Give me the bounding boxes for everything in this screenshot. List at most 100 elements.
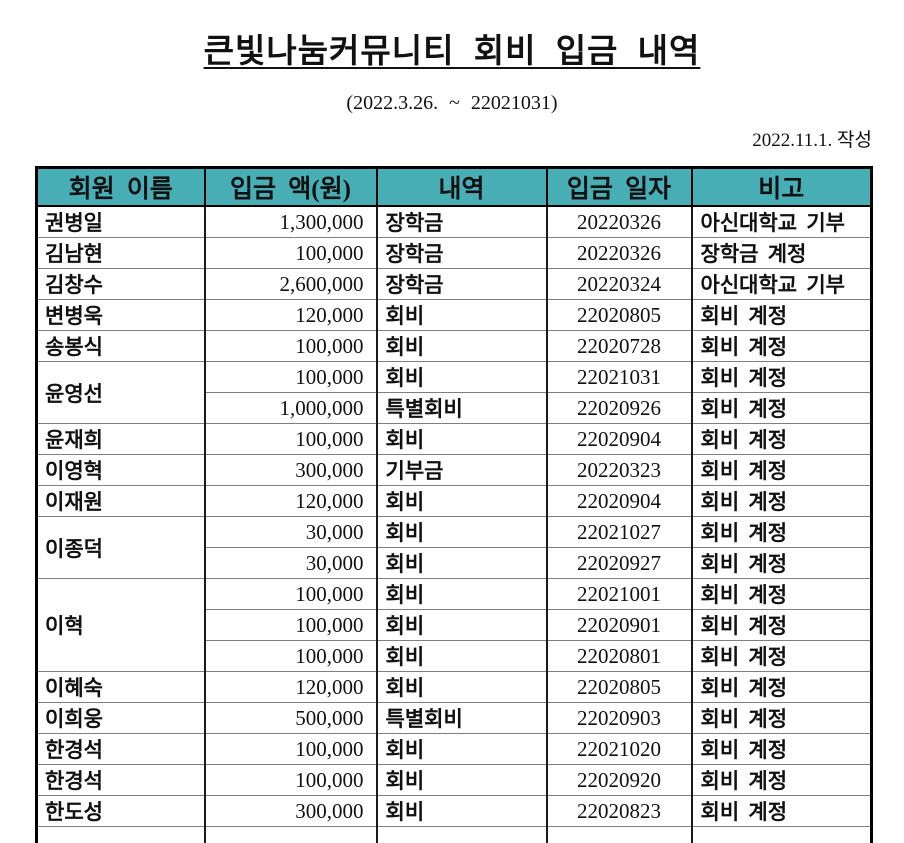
date-cell: 22020805: [545, 671, 693, 703]
document-page: 큰빛나눔커뮤니티 회비 입금 내역 (2022.3.26. ~ 22021031…: [0, 24, 904, 843]
note-cell: 아신대학교 기부: [690, 205, 873, 238]
note-cell: 회비 계정: [690, 764, 873, 796]
table-row: 이재원 120,000 회비 22020904 회비 계정: [35, 485, 873, 517]
table-row: 변병욱 120,000 회비 22020805 회비 계정: [35, 299, 873, 331]
table-row: 이혁 100,000 회비 22021001 회비 계정: [35, 578, 873, 672]
detail-cell: 회비: [375, 640, 548, 672]
note-cell: 회비 계정: [690, 423, 873, 455]
member-name-cell: 윤재희: [35, 423, 206, 455]
table-row: 이영혁 300,000 기부금 20220323 회비 계정: [35, 454, 873, 486]
created-date-note: 2022.11.1. 작성: [752, 130, 872, 151]
detail-cell: 회비: [375, 485, 548, 517]
empty-cell: [35, 826, 206, 843]
detail-cell: 장학금: [375, 268, 548, 300]
detail-cell: 회비: [375, 609, 548, 641]
detail-cell: 회비: [375, 671, 548, 703]
table-row: 이종덕 30,000 회비 22021027 회비 계정: [35, 516, 873, 579]
date-cell: 22020904: [545, 423, 693, 455]
amount-cell: 120,000: [203, 299, 378, 331]
date-cell: 22020805: [545, 299, 693, 331]
amount-cell: 100,000: [203, 764, 378, 796]
detail-cell: 회비: [375, 423, 548, 455]
document-subtitle: (2022.3.26. ~ 22021031): [346, 92, 558, 114]
note-cell: 회비 계정: [690, 609, 873, 641]
member-name-cell: 변병욱: [35, 299, 206, 331]
table-body: 권병일 1,300,000 장학금 20220326 아신대학교 기부 김남현 100,00…: [35, 205, 873, 843]
amount-cell: 500,000: [203, 702, 378, 734]
note-cell: 아신대학교 기부: [690, 268, 873, 300]
amount-cell: 100,000: [203, 330, 378, 362]
member-name-cell: 이종덕: [35, 516, 206, 579]
header-cell-member-name: 회원 이름: [35, 166, 206, 207]
amount-cell: 100,000: [203, 237, 378, 269]
amount-cell: 30,000: [203, 547, 378, 579]
date-cell: 22021020: [545, 733, 693, 765]
table-row: 김남현 100,000 장학금 20220326 장학금 계정: [35, 237, 873, 269]
header-row: 회원 이름 입금 액(원) 내역 입금 일자 비고: [35, 166, 873, 207]
note-cell: 회비 계정: [690, 361, 873, 393]
detail-cell: 회비: [375, 764, 548, 796]
member-name-cell: 김남현: [35, 237, 206, 269]
note-cell: 회비 계정: [690, 299, 873, 331]
member-name-cell: 윤영선: [35, 361, 206, 424]
note-cell: 회비 계정: [690, 795, 873, 827]
table-row: 100,000 회비 22020901 회비 계정: [37, 609, 873, 641]
table-row: 이혜숙 120,000 회비 22020805 회비 계정: [35, 671, 873, 703]
member-name-cell: 이희웅: [35, 702, 206, 734]
amount-cell: 100,000: [203, 423, 378, 455]
amount-cell: 100,000: [203, 640, 378, 672]
date-cell: 22020927: [545, 547, 693, 579]
note-cell: 회비 계정: [690, 733, 873, 765]
note-cell: 회비 계정: [690, 547, 873, 579]
detail-cell: 회비: [375, 795, 548, 827]
detail-cell: 회비: [375, 361, 548, 393]
header-cell-amount: 입금 액(원): [203, 166, 378, 207]
note-cell: 회비 계정: [690, 671, 873, 703]
date-cell: 22020926: [545, 392, 693, 424]
table-row: 송봉식 100,000 회비 22020728 회비 계정: [35, 330, 873, 362]
member-name-cell: 이재원: [35, 485, 206, 517]
member-name-cell: 이혜숙: [35, 671, 206, 703]
date-cell: 22021031: [545, 361, 693, 393]
table-row: 100,000 회비 22020801 회비 계정: [37, 640, 873, 672]
amount-cell: 120,000: [203, 485, 378, 517]
date-cell: 22020901: [545, 609, 693, 641]
amount-cell: 120,000: [203, 671, 378, 703]
amount-cell: 300,000: [203, 454, 378, 486]
table-row: 권병일 1,300,000 장학금 20220326 아신대학교 기부: [35, 205, 873, 238]
note-cell: 회비 계정: [690, 640, 873, 672]
detail-cell: 회비: [375, 299, 548, 331]
date-cell: 22020904: [545, 485, 693, 517]
empty-cell: [545, 826, 693, 843]
date-cell: 22020920: [545, 764, 693, 796]
detail-cell: 회비: [375, 578, 548, 610]
empty-cell: [203, 826, 378, 843]
amount-cell: 300,000: [203, 795, 378, 827]
detail-cell: 장학금: [375, 205, 548, 238]
member-name-cell: 김창수: [35, 268, 206, 300]
date-cell: 22021001: [545, 578, 693, 610]
detail-cell: 특별회비: [375, 702, 548, 734]
note-cell: 장학금 계정: [690, 237, 873, 269]
empty-cell: [690, 826, 873, 843]
amount-cell: 1,000,000: [203, 392, 378, 424]
document-title: 큰빛나눔커뮤니티 회비 입금 내역: [203, 34, 701, 70]
empty-row: [35, 826, 873, 843]
date-cell: 22021027: [545, 516, 693, 548]
amount-cell: 100,000: [203, 361, 378, 393]
note-cell: 회비 계정: [690, 702, 873, 734]
date-cell: 22020823: [545, 795, 693, 827]
member-name-cell: 권병일: [35, 205, 206, 238]
header-cell-note: 비고: [690, 166, 873, 207]
detail-cell: 회비: [375, 733, 548, 765]
date-cell: 22020903: [545, 702, 693, 734]
detail-cell: 회비: [375, 516, 548, 548]
detail-cell: 장학금: [375, 237, 548, 269]
date-cell: 22020728: [545, 330, 693, 362]
table-row: 한도성 300,000 회비 22020823 회비 계정: [35, 795, 873, 827]
amount-cell: 100,000: [203, 609, 378, 641]
detail-cell: 기부금: [375, 454, 548, 486]
note-cell: 회비 계정: [690, 516, 873, 548]
date-cell: 20220323: [545, 454, 693, 486]
date-cell: 20220324: [545, 268, 693, 300]
